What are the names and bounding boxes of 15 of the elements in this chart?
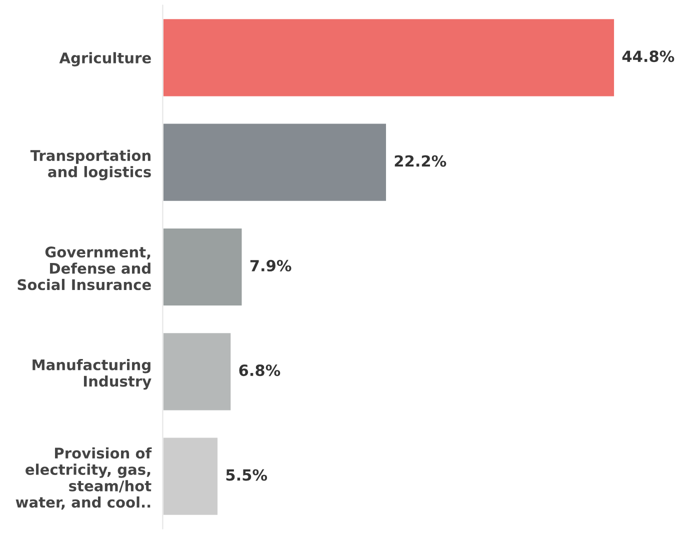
bar: [162, 122, 388, 202]
bar: [162, 436, 219, 516]
y-tick-label: Agriculture: [59, 52, 151, 66]
y-tick-label: Provision of electricity, gas, steam/hot water, and cool..: [16, 447, 152, 510]
y-tick-label: Government, Defense and Social Insurance: [18, 246, 151, 290]
data-label: 22.2%: [394, 155, 446, 167]
bar: [162, 227, 244, 307]
data-label: 5.5%: [226, 469, 268, 481]
y-tick-label: Manufacturing Industry: [32, 359, 152, 390]
data-label: 7.9%: [250, 260, 292, 272]
bar: [162, 18, 616, 98]
data-label: 6.8%: [239, 364, 280, 376]
data-label: 44.8%: [622, 50, 674, 62]
y-tick-label: Transportation and logistics: [30, 150, 151, 180]
bar: [162, 332, 232, 412]
